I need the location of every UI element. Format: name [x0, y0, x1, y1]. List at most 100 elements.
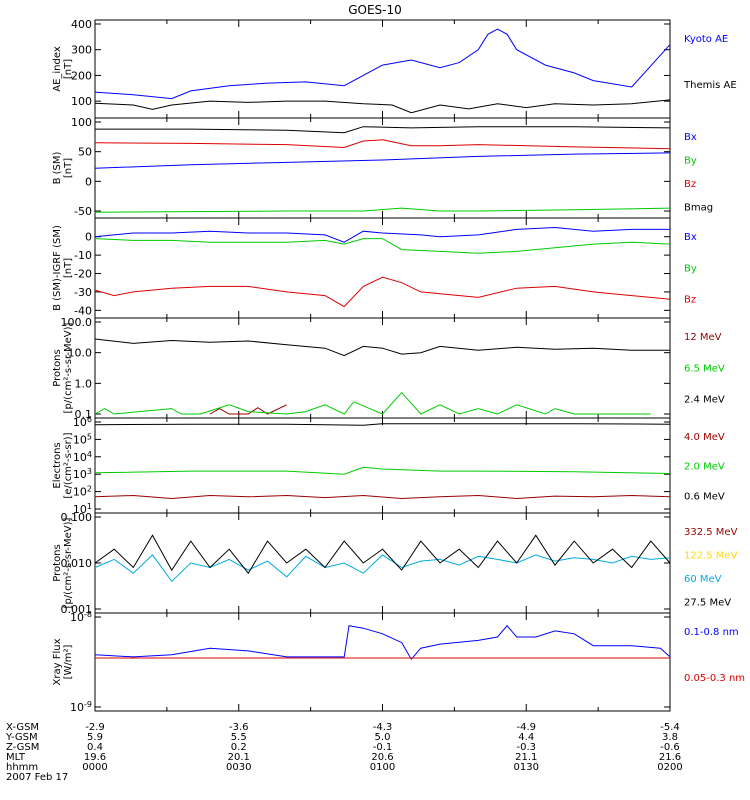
y-tick-label: 10-9	[70, 700, 92, 714]
y-tick-label: 105	[73, 432, 92, 446]
panel-frame	[94, 612, 671, 712]
legend-entry: 0.1-0.8 nm	[684, 627, 739, 638]
y-tick-label: 100	[71, 95, 92, 108]
y-axis-label-line: [nT]	[63, 158, 74, 178]
y-tick-label: -50	[74, 205, 92, 218]
y-axis-label: B (SM)-IGRF (SM)[nT]	[52, 225, 74, 311]
panel-frame	[94, 317, 671, 419]
ephemeris-value: 0.4	[87, 742, 103, 753]
legend-entry: 60 MeV	[684, 574, 722, 585]
panel-frame	[94, 19, 671, 119]
legend-entry: Bx	[684, 232, 697, 243]
y-tick-label: -40	[74, 304, 92, 317]
y-tick-label: 0	[85, 231, 92, 244]
ephemeris-value: -5.4	[660, 722, 680, 733]
ephemeris-value: 0200	[657, 762, 682, 773]
ephemeris-row-label: Y-GSM	[5, 732, 38, 743]
y-axis-label-line: B (SM)-IGRF (SM)	[52, 225, 63, 311]
legend-entry: 0.6 MeV	[684, 491, 725, 502]
ephemeris-value: 4.4	[518, 732, 534, 743]
series-line	[94, 152, 671, 169]
y-tick-label: 102	[73, 485, 92, 499]
y-axis-label: AE_index[nT]	[52, 46, 74, 92]
ephemeris-value: 5.5	[231, 732, 247, 743]
panel-3: -40 -30 -20 -10 0 B (SM)-IGRF (SM)[nT] Bx By Bz	[52, 217, 697, 319]
y-tick-label: 1.0	[75, 377, 93, 390]
plot-title: GOES-10	[348, 3, 402, 17]
series-line	[94, 207, 671, 213]
panel-frame	[94, 512, 671, 614]
y-tick-label: 0.1	[75, 408, 93, 421]
series-line	[209, 404, 287, 415]
y-axis-label-line: [nT]	[63, 59, 74, 79]
ephemeris-row-label: MLT	[6, 752, 26, 763]
ephemeris-value: 0030	[226, 762, 251, 773]
ephemeris-value: -2.9	[85, 722, 105, 733]
ephemeris-value: 0000	[82, 762, 107, 773]
ephemeris-value: 21.1	[515, 752, 537, 763]
ephemeris-row-label: 2007 Feb 17	[6, 772, 68, 783]
legend-entry: 0.05-0.3 nm	[684, 673, 745, 684]
panel-1: 100 200 300 400 AE_index[nT] Kyoto AE Themis A…	[52, 18, 737, 119]
y-axis-label: Protons[p/(cm²-s-sr-MeV)]	[52, 517, 74, 608]
legend-entry: Bz	[684, 179, 696, 190]
panel-5: 101102103104105106Electrons[e/(cm²-s-sr)…	[52, 415, 725, 516]
legend-entry: Bz	[684, 295, 696, 306]
ephemeris-value: 5.9	[87, 732, 103, 743]
legend-entry: Themis AE	[683, 80, 737, 91]
ephemeris-value: -3.6	[229, 722, 249, 733]
series-line	[94, 534, 671, 575]
panel-frame	[94, 117, 671, 219]
series-line	[94, 238, 671, 254]
series-line	[94, 139, 671, 150]
y-tick-label: 106	[73, 415, 92, 429]
panel-2: -50 0 50 100 B (SM)[nT] Bx By Bz Bmag	[52, 116, 713, 219]
y-axis-label-line: [p/(cm²-s-sr-MeV)]	[63, 517, 74, 608]
series-line	[94, 423, 671, 426]
ephemeris-value: 20.6	[371, 752, 393, 763]
ephemeris-value: -0.1	[373, 742, 393, 753]
ephemeris-row-label: Z-GSM	[6, 742, 39, 753]
ephemeris-value: -0.6	[660, 742, 680, 753]
y-tick-label: 0.010	[61, 557, 93, 570]
y-tick-label: 103	[73, 467, 92, 481]
ephemeris-row-label: hhmm	[6, 762, 38, 773]
legend-entry: 332.5 MeV	[684, 527, 738, 538]
panel-frame	[94, 417, 671, 514]
y-tick-label: 10.0	[68, 347, 93, 360]
y-axis-label-line: [e/(cm²-s-sr)]	[63, 432, 74, 498]
ephemeris-value: 20.1	[228, 752, 250, 763]
y-axis-label: B (SM)[nT]	[52, 151, 74, 184]
ephemeris-value: 5.0	[375, 732, 391, 743]
y-axis-label: Xray Flux[W/m²]	[52, 638, 74, 685]
y-axis-label-line: B (SM)	[52, 151, 63, 184]
y-axis-label-line: AE_index	[52, 46, 63, 92]
ephemeris-value: -4.9	[516, 722, 536, 733]
series-line	[94, 624, 671, 661]
y-tick-label: 400	[71, 18, 92, 31]
series-line	[94, 391, 651, 415]
y-tick-label: 100.0	[61, 316, 93, 329]
ephemeris-value: 0.2	[231, 742, 247, 753]
y-tick-label: 100	[71, 116, 92, 129]
y-tick-label: 10-8	[70, 610, 92, 624]
legend-entry: Bmag	[684, 203, 713, 214]
legend-entry: Kyoto AE	[684, 34, 728, 45]
y-tick-label: 50	[78, 146, 92, 159]
y-tick-label: 0.100	[61, 511, 93, 524]
legend-entry: By	[684, 263, 697, 274]
y-tick-label: 0	[85, 175, 92, 188]
y-axis-label-line: [W/m²]	[63, 644, 74, 679]
ephemeris-value: -4.3	[373, 722, 393, 733]
y-axis-label-line: Electrons	[52, 442, 63, 488]
legend-entry: By	[684, 156, 697, 167]
y-axis-label-line: Protons	[52, 544, 63, 581]
series-line	[94, 226, 670, 243]
series-line	[94, 554, 671, 583]
y-tick-label: 0.001	[61, 603, 93, 616]
y-tick-label: 200	[71, 69, 92, 82]
series-line	[94, 338, 670, 357]
